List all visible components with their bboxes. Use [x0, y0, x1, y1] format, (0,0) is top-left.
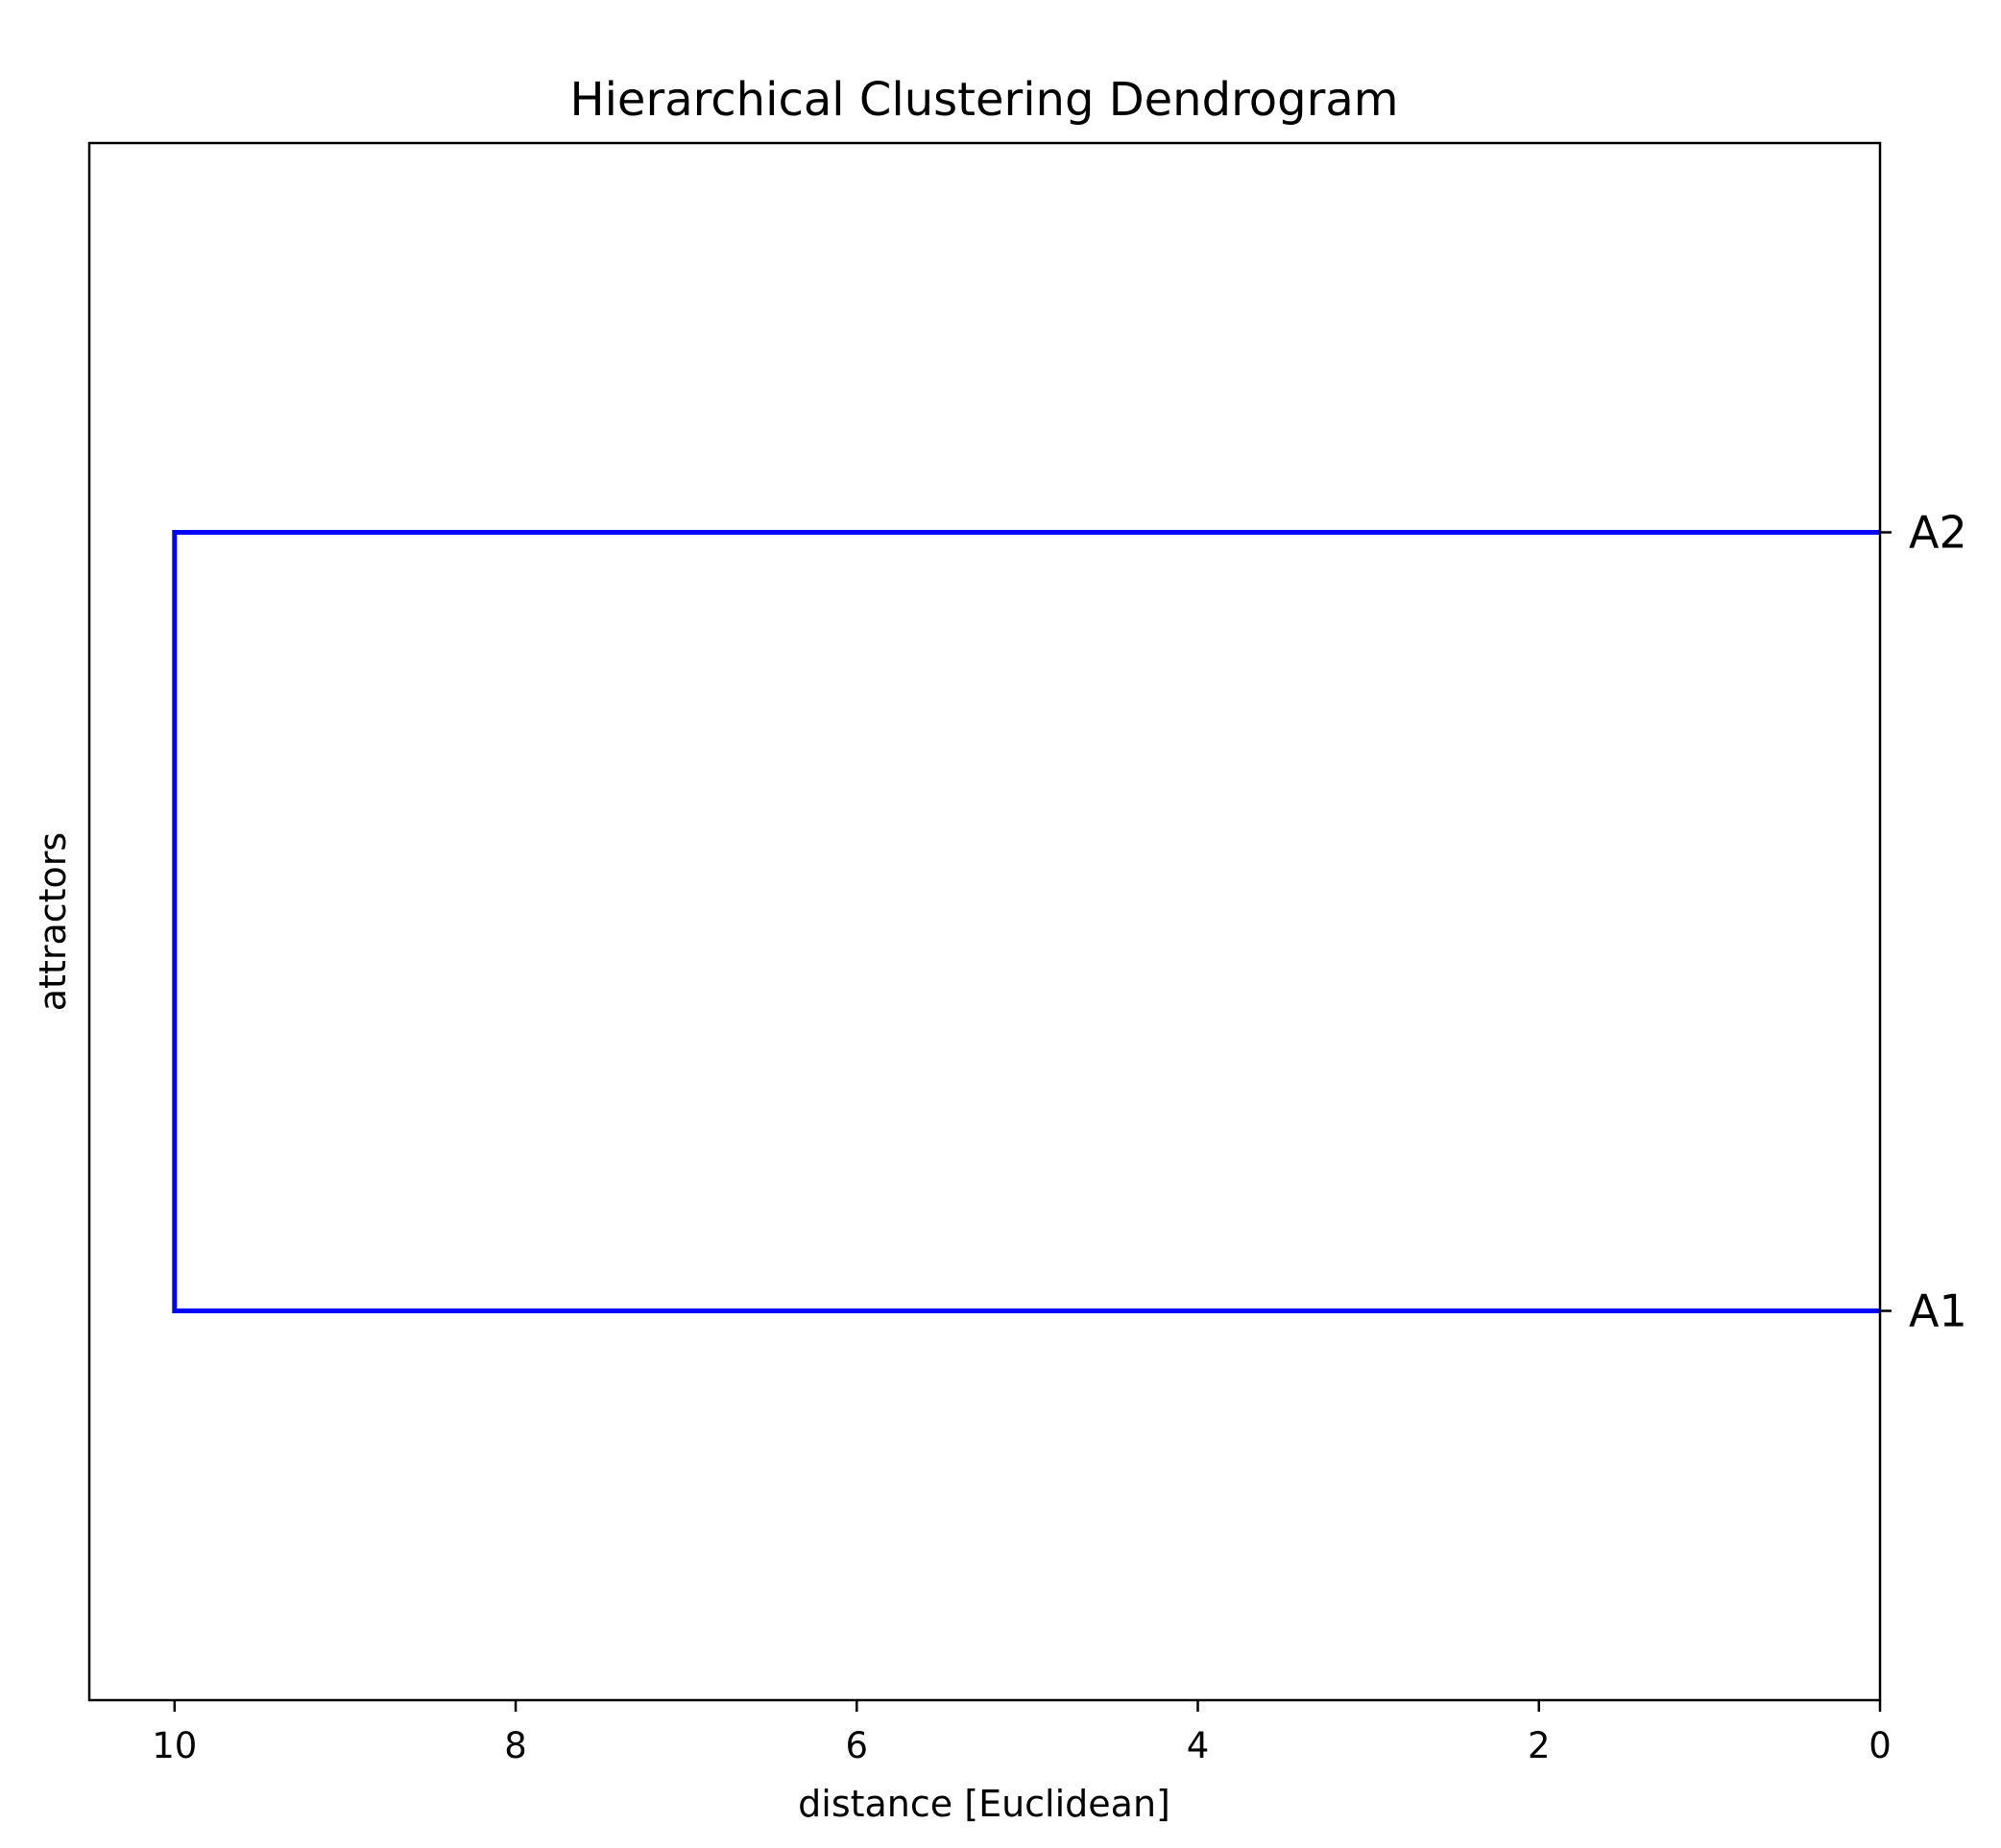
x-tick-label: 2: [1528, 1725, 1551, 1766]
dendrogram-links: [172, 530, 1880, 1313]
leaf-label: A2: [1909, 507, 1967, 559]
plot-frame: [87, 141, 1882, 1702]
x-tick-label: 10: [152, 1725, 197, 1766]
x-axis-label: distance [Euclidean]: [798, 1783, 1170, 1825]
x-tick-label: 0: [1868, 1725, 1892, 1766]
dendrogram-link-1: [172, 530, 1880, 1313]
x-tick-label: 8: [504, 1725, 527, 1766]
x-tick-label: 4: [1187, 1725, 1210, 1766]
y-axis-label: attractors: [32, 832, 74, 1011]
chart-title: Hierarchical Clustering Dendrogram: [570, 73, 1399, 127]
x-tick-label: 6: [846, 1725, 869, 1766]
leaf-label: A1: [1909, 1285, 1967, 1337]
leaf-labels: A1 A2: [1880, 507, 1967, 1337]
x-axis-ticks: 10 8 6 4 2 0: [152, 1700, 1892, 1766]
